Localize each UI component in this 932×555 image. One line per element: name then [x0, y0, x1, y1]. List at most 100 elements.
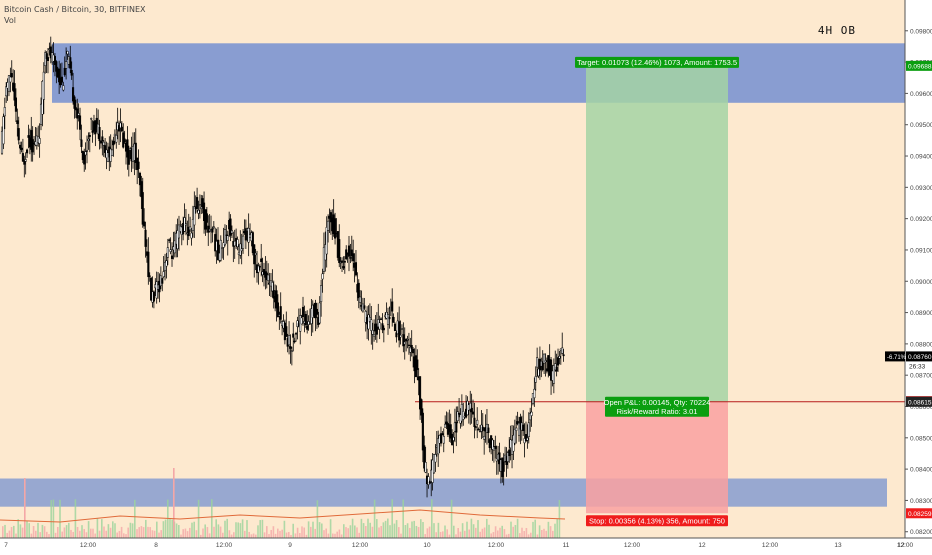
- candle-body: [382, 327, 385, 331]
- candle-body: [449, 424, 452, 439]
- volume-bar: [90, 528, 92, 538]
- candle-body: [170, 255, 174, 259]
- candle-body: [45, 53, 48, 60]
- candle-body: [251, 232, 254, 254]
- candle-body: [533, 388, 536, 399]
- candle-body: [558, 356, 561, 359]
- volume-bar: [347, 528, 349, 538]
- candle-body: [529, 413, 532, 421]
- volume-bar: [37, 522, 39, 538]
- y-tick-label: 0.08400: [910, 467, 932, 474]
- candle-body: [60, 76, 63, 83]
- candle-body: [502, 461, 505, 472]
- candle-body: [476, 419, 479, 425]
- volume-bar: [461, 523, 464, 538]
- y-tick-label: 0.08500: [910, 435, 932, 442]
- volume-bar: [114, 523, 116, 538]
- volume-bar: [398, 527, 400, 538]
- volume-bar: [43, 526, 46, 538]
- candle-body: [225, 234, 228, 236]
- volume-bar: [552, 530, 554, 538]
- candle-body: [91, 130, 94, 133]
- candle-body: [367, 314, 370, 330]
- volume-bar: [556, 519, 558, 538]
- volume-bar: [376, 519, 378, 538]
- volume-bar: [279, 530, 281, 538]
- volume-bar: [193, 521, 195, 538]
- candle-body: [343, 261, 346, 263]
- volume-bar: [76, 526, 79, 538]
- candle-body: [279, 306, 282, 320]
- volume-bar: [246, 520, 248, 538]
- candle-body: [543, 353, 546, 364]
- volume-bar: [505, 534, 508, 538]
- volume-bar: [310, 526, 312, 538]
- candle-body: [242, 235, 245, 249]
- volume-bar: [395, 520, 398, 538]
- volume-bar: [415, 525, 418, 538]
- price-tag-box: [906, 508, 932, 519]
- x-tick-label: 13: [834, 542, 842, 549]
- volume-bar: [226, 518, 228, 538]
- candle-body: [481, 426, 484, 431]
- volume-bar: [530, 532, 532, 538]
- price-tag: 0.09688: [906, 60, 932, 71]
- x-tick-label: 8: [154, 542, 158, 549]
- price-tag: 0.08615: [906, 396, 932, 407]
- candle-body: [494, 446, 497, 449]
- candle-body: [402, 334, 405, 347]
- candle-body: [272, 290, 275, 299]
- volume-bar: [475, 527, 477, 538]
- candle-body: [62, 85, 65, 91]
- candle-body: [412, 348, 415, 354]
- candle-body: [197, 210, 200, 214]
- candle-body: [292, 333, 295, 338]
- candle-body: [233, 240, 236, 247]
- volume-bar: [538, 525, 541, 538]
- volume-bar: [334, 533, 336, 538]
- candle-body: [226, 235, 229, 241]
- volume-bar: [420, 519, 422, 538]
- candle-body: [166, 247, 169, 258]
- candle-body: [21, 153, 24, 162]
- candle-body: [308, 323, 312, 325]
- volume-bar: [41, 524, 44, 538]
- candle-body: [138, 172, 142, 186]
- volume-bar: [92, 528, 94, 538]
- candle-body: [391, 301, 394, 312]
- candle-body: [410, 344, 413, 349]
- volume-bar: [230, 534, 233, 538]
- volume-bar: [219, 526, 222, 538]
- candle-body: [260, 258, 263, 262]
- volume-bar: [189, 527, 191, 538]
- candle-body: [46, 57, 50, 61]
- candle-body: [516, 421, 519, 425]
- volume-bar: [468, 529, 470, 538]
- candle-body: [477, 429, 480, 431]
- volume-bar: [96, 518, 99, 538]
- candle-body: [491, 439, 494, 450]
- candle-body: [80, 139, 83, 147]
- candle-body: [458, 412, 461, 415]
- volume-bar: [483, 527, 486, 538]
- volume-bar: [402, 499, 404, 538]
- volume-bar: [490, 533, 492, 538]
- volume-bar: [162, 521, 165, 538]
- candle-body: [163, 262, 167, 272]
- candle-body: [90, 118, 93, 120]
- candle-body: [307, 321, 310, 325]
- price-tag-value: 0.09688: [908, 63, 932, 70]
- volume-bar: [534, 519, 536, 538]
- x-tick-label: 12:00: [352, 542, 369, 549]
- volume-bar: [294, 533, 297, 538]
- candle-body: [219, 239, 222, 261]
- volume-bar: [182, 529, 184, 538]
- volume-bar: [65, 525, 68, 538]
- candle-body: [275, 290, 278, 309]
- volume-bar: [527, 534, 530, 538]
- volume-bar: [503, 529, 506, 538]
- candle-body: [531, 393, 534, 404]
- volume-bar: [195, 530, 198, 538]
